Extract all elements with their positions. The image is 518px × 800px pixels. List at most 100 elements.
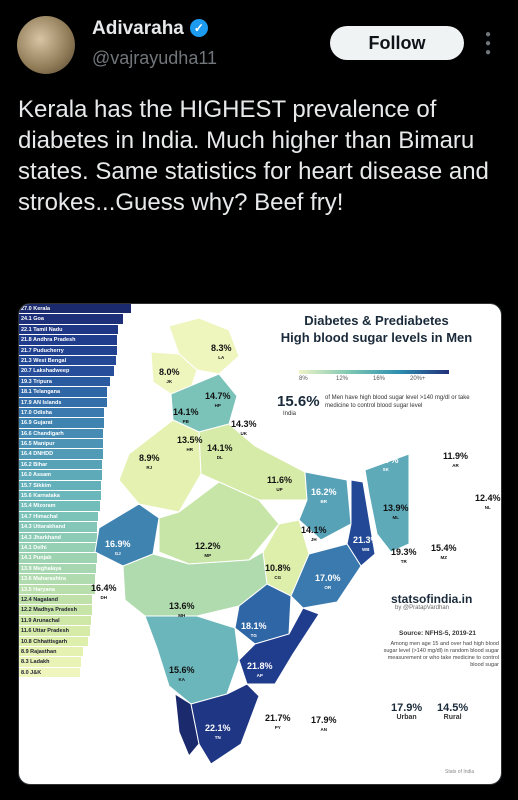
state-code: ML [392, 515, 400, 520]
state-value: 13.6% [169, 601, 195, 611]
color-scale-legend [299, 370, 449, 374]
user-handle[interactable]: @vajrayudha11 [92, 48, 218, 68]
state-code: PY [274, 725, 281, 730]
state-value: 10.8% [265, 563, 291, 573]
national-description: of Men have high blood sugar level >140 … [325, 395, 470, 409]
state-label-sk: 15.7% SK [373, 456, 399, 474]
verified-badge-icon: ✓ [189, 19, 208, 37]
ranking-row: 14.7 Himachal [19, 511, 99, 523]
ranking-row: 21.8 Andhra Pradesh [19, 335, 118, 346]
state-code: CG [274, 575, 282, 580]
ranking-row: 8.0 J&K [19, 667, 81, 679]
ranking-row: 17.9 AN Islands [19, 397, 107, 408]
india-map [94, 317, 409, 765]
state-label-jh: 14.1% JH [301, 526, 327, 544]
urban-label: Urban [396, 714, 417, 721]
state-label-cg: 10.8% CG [265, 564, 291, 582]
map-region-ap [238, 607, 320, 685]
state-label-tn: 22.1% TN [205, 724, 231, 742]
state-code: TR [400, 559, 407, 564]
ranking-row: 22.1 Tamil Nadu [19, 324, 118, 336]
state-value: 24.1% [123, 655, 149, 665]
state-label-ka: 15.6% KA [169, 666, 195, 684]
ranking-row: 12.2 Madhya Pradesh [19, 605, 92, 616]
rural-stat: 14.5% Rural [437, 702, 468, 721]
state-code: BR [320, 499, 328, 504]
tweet-image[interactable]: 27.0 Kerala 24.1 Goa 22.1 Tamil Nadu 21.8 A… [18, 303, 502, 785]
state-code: LA [218, 355, 225, 360]
display-name-text[interactable]: Adivaraha [92, 18, 184, 39]
state-value: 21.8% [247, 661, 273, 671]
ranking-row: 13.9 Meghalaya [19, 563, 97, 575]
state-label-rj: 8.9% RJ [139, 454, 160, 472]
state-label-hr: 13.5% HR [177, 436, 203, 454]
state-value: 13.9% [383, 503, 409, 513]
scale-label: 20%+ [410, 376, 426, 382]
ranking-row: 10.8 Chhattisgarh [19, 636, 88, 647]
national-caption: India [283, 411, 297, 417]
state-label-as: 16.0% AS [417, 486, 443, 504]
state-code: UK [240, 431, 248, 436]
ranking-row: 12.4 Nagaland [19, 594, 93, 606]
state-value: 13.5% [177, 435, 203, 445]
state-label-la: 8.3% LA [211, 344, 232, 362]
state-code: PB [182, 419, 189, 424]
state-label-ar: 11.9% AR [443, 452, 468, 470]
map-region-karnataka [144, 615, 240, 705]
state-value: 16.2% [311, 487, 337, 497]
state-value: 17.0% [315, 573, 341, 583]
image-credit: Stats of India [445, 769, 475, 775]
state-code: MZ [440, 555, 448, 560]
state-label-ml: 13.9% ML [383, 504, 409, 522]
display-name[interactable]: Adivaraha ✓ [92, 18, 208, 40]
ranking-row: 16.2 Bihar [19, 459, 103, 471]
state-code: JH [310, 537, 317, 542]
state-code: GA [132, 667, 140, 672]
state-label-pb: 14.1% PB [173, 408, 199, 426]
ranking-row: 27.0 Kerala [19, 304, 131, 315]
state-label-jk: 8.0% JK [159, 368, 180, 386]
state-value: 19.3% [391, 547, 417, 557]
ranking-row: 17.0 Odisha [19, 407, 105, 419]
ranking-row: 24.1 Goa [19, 314, 124, 325]
state-code: LD [116, 745, 123, 750]
ranking-row: 8.3 Ladakh [19, 657, 82, 668]
state-code: AR [452, 463, 459, 468]
ranking-row: 15.6 Karnataka [19, 491, 101, 502]
state-code: DH [100, 595, 108, 600]
state-label-dl: 14.1% DL [207, 444, 233, 462]
state-code: MN [478, 527, 486, 532]
state-value: 8.0% [159, 367, 180, 377]
state-value: 14.1% [207, 443, 233, 453]
state-label-py: 21.7% PY [265, 714, 291, 732]
map-region-northeast [364, 453, 409, 553]
state-value: 15.7% [373, 455, 399, 465]
state-value: 15.4% [431, 543, 457, 553]
map-region-bihar-jh [298, 471, 352, 541]
avatar[interactable] [17, 16, 75, 74]
infographic-title-line1: Diabetes & Prediabetes [304, 313, 449, 328]
infographic-title: Diabetes & Prediabetes High blood sugar … [259, 312, 494, 346]
state-code: MP [204, 553, 212, 558]
state-label-tg: 18.1% TG [241, 622, 267, 640]
scale-label: 8% [299, 376, 308, 382]
source-text: Source: NFHS-5, 2019-21 [399, 630, 476, 637]
ranking-row: 16.9 Gujarat [19, 418, 105, 429]
state-label-gj: 16.9% GJ [105, 540, 131, 558]
color-scale-labels: 8% 12% 16% 20%+ [299, 376, 469, 382]
ranking-row: 21.7 Puducherry [19, 345, 117, 356]
state-code: TN [214, 735, 221, 740]
state-value: 8.9% [139, 453, 160, 463]
follow-button[interactable]: Follow [330, 26, 464, 60]
state-label-mp: 12.2% MP [195, 542, 221, 560]
state-label-wb: 21.3% WB [353, 536, 379, 554]
state-label-uk: 14.3% UK [231, 420, 257, 438]
state-code: OR [324, 585, 332, 590]
ranking-row: 14.3 Jharkhand [19, 532, 98, 543]
state-code: AS [426, 497, 433, 502]
more-options-icon[interactable]: ● ● ● [484, 29, 492, 58]
state-code: AN [320, 727, 328, 732]
state-value: 22.1% [205, 723, 231, 733]
ranking-row: 11.6 Uttar Pradesh [19, 626, 90, 637]
state-value: 16.9% [105, 539, 131, 549]
